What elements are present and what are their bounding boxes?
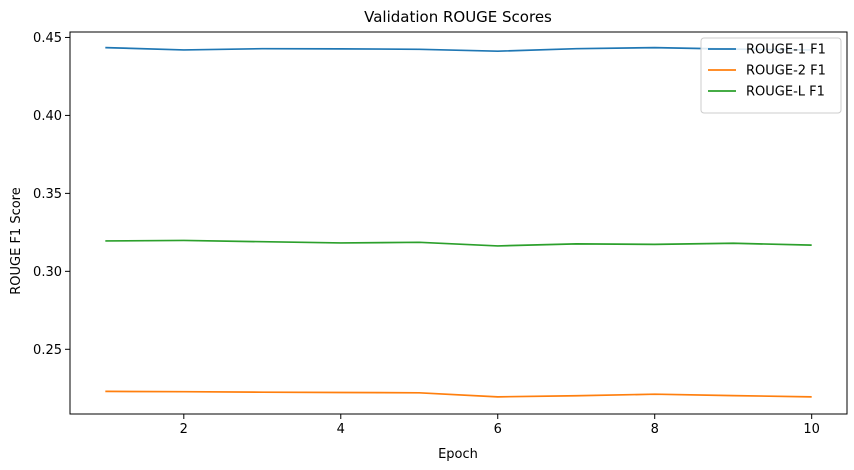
x-tick-label: 2 — [180, 422, 188, 437]
legend-box — [700, 37, 842, 114]
x-tick-label: 8 — [651, 422, 659, 437]
series-line — [105, 239, 812, 247]
y-tick-label: 0.40 — [33, 109, 62, 124]
legend-label: ROUGE-L F1 — [746, 85, 825, 100]
x-axis-ticks: 2 4 6 8 10 — [180, 414, 820, 437]
legend-label: ROUGE-2 F1 — [746, 64, 826, 79]
x-tick-label: 10 — [803, 422, 820, 437]
x-tick-label: 4 — [337, 422, 345, 437]
x-tick-label: 6 — [494, 422, 502, 437]
plot-frame — [69, 31, 848, 415]
plot-lines — [105, 46, 812, 398]
y-axis-label: ROUGE F1 Score — [9, 187, 24, 295]
legend-label: ROUGE-1 F1 — [746, 43, 826, 58]
y-tick-label: 0.30 — [33, 265, 62, 280]
series-line — [105, 46, 812, 53]
y-axis-ticks: 0.25 0.30 0.35 0.40 0.45 — [33, 31, 70, 358]
x-axis-label: Epoch — [438, 447, 478, 462]
y-tick-label: 0.45 — [33, 31, 62, 46]
y-tick-label: 0.25 — [33, 343, 62, 358]
series-line — [105, 390, 812, 398]
y-tick-label: 0.35 — [33, 187, 62, 202]
legend: ROUGE-1 F1 ROUGE-2 F1 ROUGE-L F1 — [700, 37, 842, 114]
chart-title: Validation ROUGE Scores — [364, 8, 552, 26]
